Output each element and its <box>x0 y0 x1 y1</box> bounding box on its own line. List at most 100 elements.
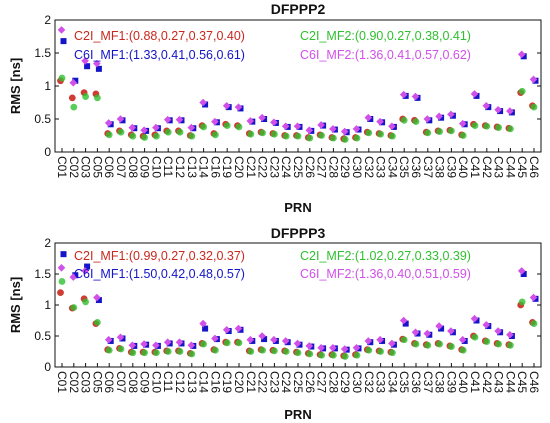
data-point <box>470 90 479 98</box>
data-point <box>400 336 408 344</box>
data-point <box>211 117 219 126</box>
data-point <box>495 124 502 131</box>
data-point <box>82 93 89 100</box>
data-point <box>188 350 196 358</box>
x-tick-label: C43 <box>492 156 506 178</box>
data-point <box>530 320 538 327</box>
data-point <box>377 130 384 138</box>
x-tick-label: C05 <box>90 156 104 178</box>
data-point <box>223 339 231 347</box>
x-tick-label: C43 <box>492 371 506 393</box>
legend-entry: C2I_MF2:(0.90,0.27,0.38,0.41) <box>300 29 471 43</box>
x-tick-label: C39 <box>444 371 458 393</box>
data-point <box>352 343 361 352</box>
data-point <box>70 304 78 311</box>
x-tick-label: C42 <box>480 371 494 393</box>
data-point <box>529 75 538 84</box>
data-point <box>507 341 514 349</box>
x-tick-label: C03 <box>79 156 93 178</box>
data-point <box>105 346 113 354</box>
x-tick-label: C28 <box>326 156 340 178</box>
data-point <box>305 126 314 135</box>
data-point <box>117 128 125 136</box>
data-point <box>69 78 78 87</box>
x-tick-label: C29 <box>338 156 352 178</box>
x-tick-label: C27 <box>315 156 329 178</box>
x-tick-label: C41 <box>468 156 482 178</box>
data-point <box>520 53 527 60</box>
x-tick-label: C45 <box>515 371 529 393</box>
data-point <box>305 342 314 350</box>
y-tick-label: 1.5 <box>34 267 51 281</box>
data-point <box>105 131 113 139</box>
x-tick-label: C24 <box>279 156 293 178</box>
x-tick-label: C07 <box>114 156 128 178</box>
data-point <box>317 121 325 129</box>
data-point <box>222 326 231 334</box>
data-point <box>163 338 172 346</box>
x-tick-label: C26 <box>303 371 317 393</box>
legend-entry: C6I_MF2:(1.36,0.41,0.57,0.62) <box>300 48 471 62</box>
data-point <box>282 348 290 355</box>
data-point <box>258 332 266 340</box>
data-point <box>246 117 255 125</box>
x-tick-label: C34 <box>385 156 399 178</box>
x-tick-label: C08 <box>126 371 140 393</box>
data-point <box>176 128 184 136</box>
data-point <box>341 136 349 143</box>
x-tick-label: C11 <box>161 156 175 177</box>
data-point <box>293 339 302 348</box>
data-point <box>340 345 349 353</box>
x-tick-label: C01 <box>55 371 69 393</box>
data-point <box>435 322 443 330</box>
x-tick-label: C37 <box>421 156 435 178</box>
x-tick-label: C45 <box>515 156 529 178</box>
data-point <box>423 115 432 123</box>
x-tick-label: C32 <box>362 371 376 393</box>
x-tick-label: C16 <box>208 371 222 393</box>
data-point <box>271 130 278 138</box>
data-point <box>234 103 243 111</box>
data-point <box>412 340 420 348</box>
data-point <box>57 26 66 34</box>
data-point <box>199 98 207 107</box>
data-point <box>81 57 89 65</box>
chart-title: DFPPP3 <box>271 225 326 241</box>
data-point <box>72 77 79 84</box>
data-point <box>438 325 445 332</box>
data-point <box>129 132 137 140</box>
y-tick-label: 0 <box>44 360 51 374</box>
data-point <box>365 129 373 137</box>
data-point <box>212 346 219 354</box>
data-point <box>259 346 266 354</box>
legend-entry: C2I_MF1:(0.88,0.27,0.37,0.40) <box>74 29 245 43</box>
x-tick-label: C23 <box>267 156 281 178</box>
data-point <box>84 263 91 270</box>
x-tick-label: C09 <box>138 156 152 178</box>
y-tick-label: 0 <box>44 145 51 159</box>
data-point <box>163 115 172 124</box>
data-point <box>352 125 361 133</box>
x-tick-label: C12 <box>173 156 187 178</box>
data-point <box>448 127 455 135</box>
data-point <box>58 278 66 285</box>
data-point <box>57 289 64 296</box>
chart-title: DFPPP2 <box>271 1 326 17</box>
data-point <box>140 126 148 135</box>
series-1 <box>58 278 538 360</box>
data-point <box>187 341 196 350</box>
y-tick-label: 2 <box>44 13 51 27</box>
data-point <box>164 128 172 136</box>
data-point <box>81 267 89 275</box>
y-tick-label: 0.5 <box>34 112 51 126</box>
data-point <box>152 123 160 132</box>
x-tick-label: C35 <box>397 371 411 393</box>
data-point <box>494 105 502 114</box>
y-axis-label: RMS [ns] <box>8 277 23 333</box>
x-tick-label: C08 <box>126 156 140 178</box>
y-tick-label: 1.5 <box>34 46 51 60</box>
legend-entry: C6I_MF2:(1.36,0.40,0.51,0.59) <box>300 267 471 281</box>
data-point <box>141 134 149 141</box>
data-point <box>340 127 349 136</box>
data-point <box>471 122 479 129</box>
